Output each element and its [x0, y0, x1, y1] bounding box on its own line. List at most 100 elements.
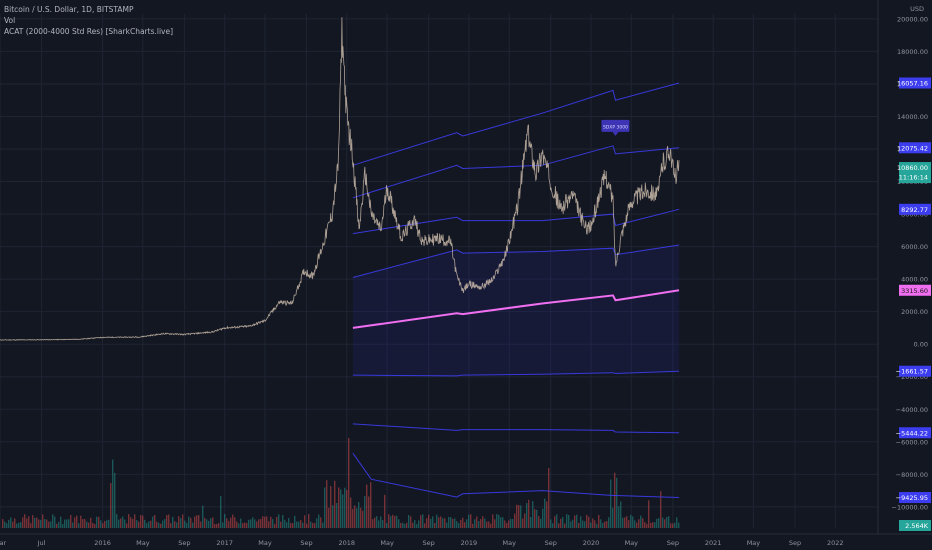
- volume-bar: [450, 517, 452, 528]
- volume-bar: [12, 521, 14, 528]
- volume-bar: [462, 517, 464, 528]
- volume-bar: [344, 487, 346, 528]
- volume-bar: [542, 508, 544, 528]
- volume-bar: [236, 521, 238, 528]
- annotation-box[interactable]: [601, 119, 630, 132]
- indicator-label[interactable]: ACAT (2000-4000 Std Res) [SharkCharts.li…: [4, 27, 174, 36]
- volume-bar: [352, 508, 354, 528]
- volume-bar: [120, 518, 122, 528]
- volume-bar: [452, 518, 454, 528]
- volume-bar: [172, 516, 174, 528]
- volume-bar: [510, 518, 512, 528]
- volume-bar: [640, 515, 642, 528]
- volume-bar: [408, 514, 410, 528]
- volume-bar: [584, 521, 586, 528]
- volume-bar: [504, 520, 506, 528]
- volume-bar: [348, 438, 350, 528]
- volume-bar: [468, 514, 470, 528]
- volume-bar: [22, 517, 24, 528]
- volume-bar: [466, 519, 468, 528]
- volume-bar: [382, 520, 384, 528]
- volume-bar: [154, 514, 156, 528]
- volume-bar: [308, 514, 310, 528]
- volume-bar: [634, 520, 636, 528]
- volume-bar: [158, 522, 160, 528]
- volume-bar: [456, 521, 458, 528]
- volume-bar: [298, 521, 300, 528]
- volume-bar: [426, 518, 428, 528]
- volume-bar: [444, 518, 446, 528]
- volume-bar: [196, 515, 198, 528]
- volume-bar: [134, 514, 136, 528]
- price-tick-label: 14000.00: [897, 113, 928, 121]
- volume-bar: [272, 519, 274, 528]
- volume-bar: [260, 519, 262, 528]
- volume-bar: [486, 521, 488, 528]
- volume-bar: [86, 521, 88, 528]
- center-value-label: 3315.60: [901, 287, 928, 295]
- volume-bar: [148, 521, 150, 528]
- volume-bar: [178, 516, 180, 528]
- volume-bar: [280, 521, 282, 528]
- volume-bar: [18, 522, 20, 528]
- volume-bar: [36, 517, 38, 528]
- price-tick-label: −4000.00: [896, 406, 928, 414]
- volume-bar: [26, 518, 28, 528]
- volume-bar: [164, 519, 166, 528]
- volume-bar: [182, 514, 184, 528]
- volume-bar: [72, 522, 74, 528]
- volume-bar: [92, 522, 94, 528]
- volume-bar: [580, 516, 582, 528]
- volume-bar: [612, 507, 614, 528]
- volume-bar: [566, 514, 568, 528]
- time-tick-label: 2019: [461, 539, 478, 547]
- volume-bar: [340, 489, 342, 528]
- time-tick-label: 2016: [94, 539, 111, 547]
- volume-bar: [558, 523, 560, 528]
- volume-bar: [490, 523, 492, 528]
- volume-bar: [658, 518, 660, 528]
- volume-bar: [458, 523, 460, 528]
- volume-bar: [446, 522, 448, 528]
- volume-bar: [484, 518, 486, 528]
- volume-label[interactable]: Vol: [4, 16, 16, 25]
- volume-bar: [512, 519, 514, 528]
- volume-bar: [388, 514, 390, 528]
- volume-bar: [360, 507, 362, 528]
- volume-bar: [310, 521, 312, 528]
- volume-bar: [536, 509, 538, 528]
- symbol-title[interactable]: Bitcoin / U.S. Dollar, 1D, BITSTAMP: [4, 5, 134, 14]
- volume-bar: [324, 487, 326, 528]
- volume-bar: [78, 523, 80, 528]
- volume-bar: [598, 514, 600, 528]
- volume-bar: [234, 517, 236, 528]
- volume-bar: [138, 521, 140, 528]
- time-tick-label: 2018: [339, 539, 356, 547]
- volume-bar: [602, 522, 604, 528]
- volume-bar: [146, 523, 148, 528]
- volume-bar: [30, 523, 32, 528]
- volume-bar: [432, 516, 434, 528]
- band-value-label-1-bg: [899, 77, 931, 89]
- volume-bar: [334, 480, 336, 528]
- volume-bar: [174, 521, 176, 528]
- volume-bar: [454, 518, 456, 528]
- volume-bar: [420, 515, 422, 528]
- time-tick-label: 2022: [827, 539, 844, 547]
- volume-bar: [414, 520, 416, 528]
- volume-bar: [192, 522, 194, 528]
- volume-bar: [42, 514, 44, 528]
- volume-bar: [312, 522, 314, 528]
- volume-bar: [124, 519, 126, 528]
- volume-bar: [194, 516, 196, 528]
- volume-bar: [530, 516, 532, 528]
- volume-bar: [244, 522, 246, 528]
- volume-bar: [274, 523, 276, 528]
- volume-bar: [152, 516, 154, 528]
- volume-bar: [576, 514, 578, 528]
- band-value-label-2-bg: [899, 142, 931, 154]
- volume-bar: [398, 519, 400, 528]
- volume-bar: [616, 477, 618, 528]
- volume-bar: [674, 522, 676, 528]
